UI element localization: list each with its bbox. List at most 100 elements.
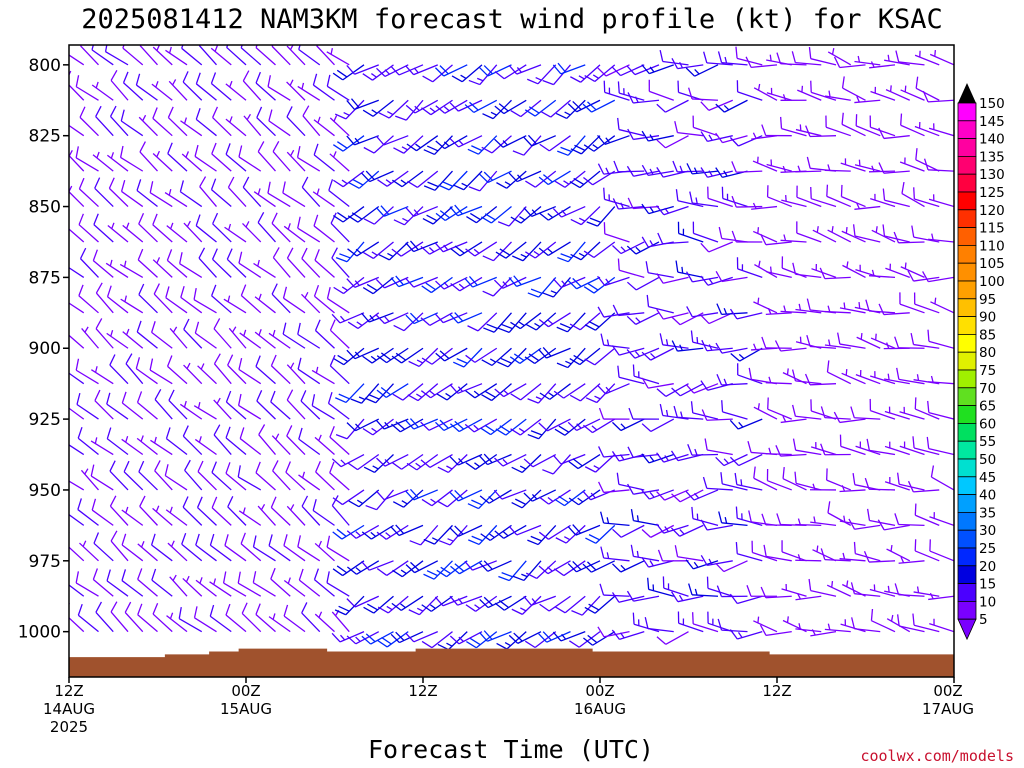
colorbar-label: 35	[979, 505, 996, 521]
colorbar-swatch	[957, 191, 977, 211]
wind-barb	[538, 241, 571, 257]
wind-barb	[729, 453, 763, 467]
wind-barb	[436, 560, 468, 578]
wind-barb	[700, 241, 733, 253]
wind-barb	[272, 460, 291, 491]
wind-barb	[626, 590, 660, 602]
wind-barb	[717, 51, 748, 66]
wind-barb	[81, 326, 99, 349]
wind-barb	[346, 595, 380, 608]
wind-barb	[193, 288, 217, 314]
wind-barb	[237, 571, 262, 597]
wind-barb	[882, 224, 910, 243]
wind-barb	[928, 194, 954, 208]
wind-barb	[421, 489, 453, 507]
wind-barb	[677, 221, 704, 243]
wind-barb	[151, 81, 173, 101]
wind-barb	[538, 312, 571, 328]
y-tick-label: 825	[29, 127, 61, 147]
wind-barb	[464, 276, 497, 288]
wind-barb	[438, 524, 468, 546]
wind-barb	[804, 373, 837, 386]
wind-barb	[774, 340, 807, 352]
wind-barb	[329, 151, 350, 172]
wind-barb	[746, 585, 778, 597]
wind-barb	[152, 213, 173, 243]
wind-barb	[767, 397, 792, 420]
wind-barb	[701, 409, 733, 421]
wind-barb	[209, 578, 232, 597]
wind-barb	[675, 260, 704, 279]
wind-barb	[213, 318, 232, 349]
wind-barb	[286, 247, 306, 278]
wind-barb	[271, 433, 291, 455]
wind-barb	[480, 206, 512, 224]
wind-barb	[286, 106, 306, 137]
wind-barb	[570, 135, 601, 155]
wind-barb	[583, 241, 616, 259]
wind-barb	[716, 303, 748, 316]
wind-barb	[826, 184, 852, 208]
wind-barb	[779, 116, 807, 137]
wind-barb	[197, 460, 217, 491]
wind-barb	[523, 595, 556, 606]
wind-barb	[79, 106, 99, 137]
wind-barb	[327, 392, 350, 420]
wind-barb	[332, 524, 365, 540]
wind-barb	[376, 64, 409, 77]
wind-barbs	[69, 45, 954, 651]
wind-barb	[494, 453, 527, 467]
wind-barb	[884, 54, 910, 66]
wind-barb	[480, 524, 512, 541]
wind-barb	[435, 276, 468, 290]
x-tick-label: 17AUG	[922, 700, 974, 718]
wind-barb	[795, 593, 822, 601]
wind-barb	[69, 241, 70, 242]
wind-barb	[313, 568, 335, 597]
wind-barb	[598, 446, 630, 458]
wind-barb	[524, 631, 557, 649]
wind-barb	[751, 132, 778, 140]
wind-barb	[751, 202, 778, 210]
wind-barb	[603, 222, 630, 243]
wind-barb	[641, 377, 674, 389]
wind-barb	[224, 223, 247, 243]
wind-barb	[745, 56, 778, 68]
wind-barb	[901, 181, 925, 208]
wind-barb	[735, 46, 763, 66]
wind-barb	[810, 516, 837, 527]
wind-barb	[139, 141, 158, 172]
colorbar-label: 65	[979, 399, 996, 415]
wind-barb	[552, 62, 586, 75]
wind-barb	[915, 148, 940, 172]
wind-barb	[301, 495, 321, 526]
y-tick-label: 925	[29, 410, 61, 430]
wind-barb	[405, 276, 438, 288]
wind-barb	[795, 518, 822, 527]
wind-barb	[523, 453, 557, 468]
wind-barb	[136, 179, 158, 208]
x-tick-label: 00Z	[585, 682, 614, 700]
wind-barb	[687, 87, 719, 101]
wind-barb	[494, 135, 527, 148]
wind-barb	[69, 407, 85, 420]
wind-barb	[311, 394, 335, 420]
wind-barb	[539, 135, 571, 152]
wind-barb	[169, 326, 188, 349]
wind-barb	[704, 438, 733, 456]
colorbar-label: 120	[979, 203, 1005, 219]
wind-barb	[611, 64, 645, 77]
wind-barb	[181, 532, 203, 562]
wind-barb	[405, 240, 438, 253]
wind-barb	[482, 99, 512, 120]
wind-barb	[434, 595, 468, 607]
wind-barb	[854, 202, 881, 210]
wind-barb	[645, 261, 674, 279]
wind-barb	[78, 213, 99, 243]
wind-barb	[165, 427, 188, 456]
colorbar-label: 130	[979, 167, 1005, 183]
wind-barb	[827, 48, 852, 66]
wind-barb	[312, 499, 335, 526]
wind-barb	[271, 212, 291, 243]
wind-barb	[297, 322, 321, 349]
